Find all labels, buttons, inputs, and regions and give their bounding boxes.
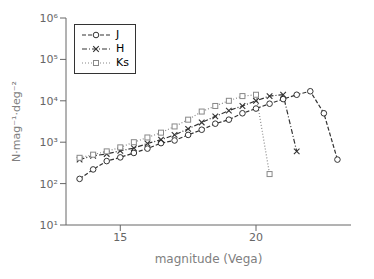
svg-text:15: 15 [113, 231, 127, 244]
svg-text:10¹: 10¹ [40, 219, 58, 232]
svg-text:N·mag⁻¹·deg⁻²: N·mag⁻¹·deg⁻² [10, 81, 23, 162]
html-text:J: J [116, 28, 120, 41]
svg-text:10³: 10³ [40, 136, 58, 149]
html-text:H: H [116, 42, 125, 55]
svg-text:10⁴: 10⁴ [40, 95, 59, 108]
svg-text:magnitude (Vega): magnitude (Vega) [155, 252, 263, 266]
html-text:Ks: Ks [116, 56, 129, 69]
svg-text:10²: 10² [40, 178, 58, 191]
svg-text:10⁵: 10⁵ [40, 53, 58, 66]
svg-text:20: 20 [249, 231, 263, 244]
svg-text:10⁶: 10⁶ [40, 12, 59, 25]
